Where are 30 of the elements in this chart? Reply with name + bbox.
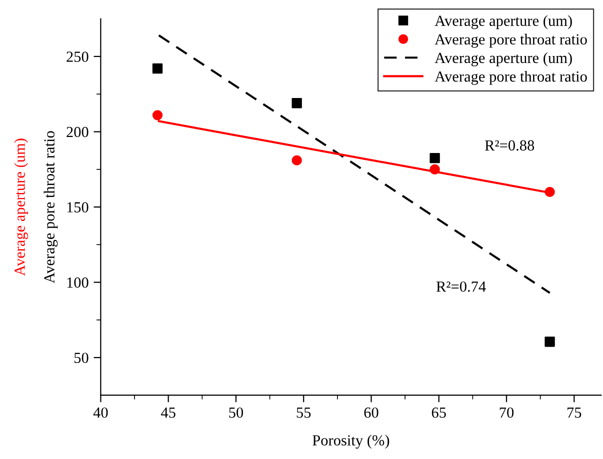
y-tick-label: 150 (67, 202, 88, 212)
x-tick-label: 65 (432, 407, 446, 418)
point (292, 155, 302, 166)
x-tick-label: 50 (229, 407, 244, 418)
y-tick-label: 50 (74, 352, 88, 364)
x-tick-label: 75 (568, 408, 582, 418)
point (152, 110, 163, 120)
text: Average aperture (um) (14, 138, 28, 276)
y-tick-label: 200 (66, 126, 88, 138)
x-axis-title: Porosity (%) (312, 434, 390, 449)
y-tick-label: 100 (67, 277, 88, 288)
point (544, 186, 555, 198)
annotation: R²=0.88 (484, 140, 534, 151)
y-axis-title: Average pore throat ratio (44, 131, 58, 284)
point (152, 63, 163, 74)
legend-label: Average aperture (um) (434, 15, 572, 30)
point (544, 336, 555, 347)
x-tick-label: 70 (500, 407, 514, 418)
y-tick-label: 250 (66, 52, 88, 62)
x-tick-label: 40 (93, 407, 108, 418)
annotation: R²=0.74 (436, 281, 486, 292)
x-tick-label: 60 (364, 407, 378, 418)
legend-label: Average aperture (um) (434, 52, 572, 66)
legend-label: Average pore throat ratio (434, 70, 587, 85)
x-tick-label: 45 (160, 408, 176, 418)
point (292, 98, 302, 108)
x-tick-label: 55 (296, 408, 311, 418)
point (430, 152, 440, 164)
point (430, 164, 440, 174)
legend-label: Average pore throat ratio (434, 34, 587, 48)
